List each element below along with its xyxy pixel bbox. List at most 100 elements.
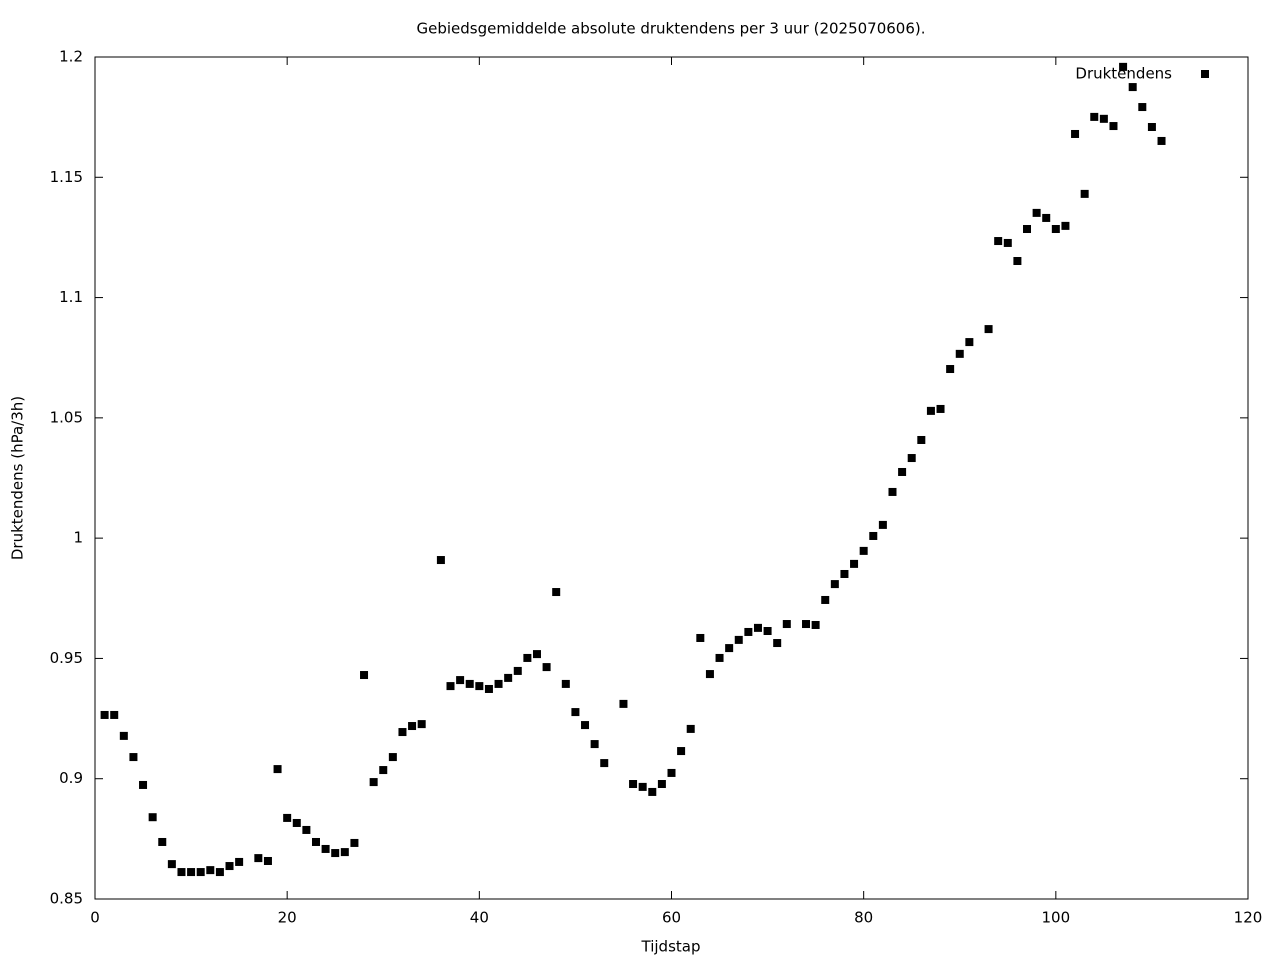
x-tick-label: 120 <box>1234 909 1263 927</box>
point <box>379 766 388 775</box>
point <box>129 753 138 762</box>
point <box>513 666 522 675</box>
y-tick-label: 1 <box>73 529 83 547</box>
y-tick-label: 1.15 <box>50 168 83 186</box>
point <box>802 620 811 629</box>
point <box>369 778 378 787</box>
point <box>657 780 666 789</box>
point <box>734 635 743 644</box>
point <box>408 722 417 731</box>
point <box>542 663 551 672</box>
point <box>139 780 148 789</box>
point <box>446 682 455 691</box>
point <box>225 862 234 871</box>
point <box>696 633 705 642</box>
point <box>840 569 849 578</box>
legend-marker <box>1201 70 1209 78</box>
point <box>475 682 484 691</box>
point <box>340 848 349 857</box>
point <box>456 676 465 685</box>
y-tick-label: 0.85 <box>50 890 83 908</box>
point <box>561 679 570 688</box>
point <box>629 780 638 789</box>
point <box>235 857 244 866</box>
point <box>100 710 109 719</box>
point <box>677 747 686 756</box>
x-tick-label: 100 <box>1042 909 1071 927</box>
point <box>744 627 753 636</box>
y-axis-label: Druktendens (hPa/3h) <box>9 396 27 560</box>
point <box>888 487 897 496</box>
point <box>638 782 647 791</box>
point <box>196 868 205 877</box>
point <box>167 860 176 869</box>
point <box>1003 238 1012 247</box>
point <box>552 588 561 597</box>
point <box>1080 189 1089 198</box>
x-tick-label: 60 <box>662 909 681 927</box>
point <box>705 670 714 679</box>
point <box>994 237 1003 246</box>
point <box>254 854 263 863</box>
point <box>523 653 532 662</box>
point <box>119 731 128 740</box>
x-tick-label: 40 <box>470 909 489 927</box>
y-tick-label: 0.9 <box>59 769 83 787</box>
point <box>1090 112 1099 121</box>
point <box>811 620 820 629</box>
point <box>292 818 301 827</box>
point <box>1157 136 1166 145</box>
y-tick-label: 1.1 <box>59 288 83 306</box>
x-tick-label: 0 <box>90 909 100 927</box>
legend-label: Druktendens <box>1075 65 1172 83</box>
point <box>302 825 311 834</box>
point <box>1061 221 1070 230</box>
point <box>725 644 734 653</box>
point <box>1109 122 1118 131</box>
point <box>773 639 782 648</box>
point <box>532 650 541 659</box>
point <box>1138 103 1147 112</box>
point <box>1099 114 1108 123</box>
point <box>388 753 397 762</box>
point <box>782 620 791 629</box>
point <box>648 787 657 796</box>
point <box>187 868 196 877</box>
point <box>830 580 839 589</box>
y-tick-label: 0.95 <box>50 649 83 667</box>
point <box>360 671 369 680</box>
point <box>917 435 926 444</box>
point <box>1071 129 1080 138</box>
point <box>206 866 215 875</box>
y-tick-label: 1.05 <box>50 408 83 426</box>
point <box>331 849 340 858</box>
point <box>907 454 916 463</box>
point <box>494 679 503 688</box>
x-axis-label: Tijdstap <box>641 938 701 956</box>
point <box>148 813 157 822</box>
point <box>850 559 859 568</box>
point <box>350 838 359 847</box>
point <box>869 531 878 540</box>
point <box>878 520 887 529</box>
point <box>417 720 426 729</box>
point <box>1147 123 1156 132</box>
point <box>1119 62 1128 71</box>
point <box>465 679 474 688</box>
point <box>581 721 590 730</box>
x-tick-label: 80 <box>854 909 873 927</box>
point <box>1128 83 1137 92</box>
point <box>1013 257 1022 266</box>
point <box>504 673 513 682</box>
point <box>1042 213 1051 222</box>
point <box>311 837 320 846</box>
x-tick-label: 20 <box>278 909 297 927</box>
point <box>984 325 993 334</box>
point <box>936 404 945 413</box>
point <box>398 728 407 737</box>
point <box>600 759 609 768</box>
point <box>436 556 445 565</box>
chart-title: Gebiedsgemiddelde absolute druktendens p… <box>416 20 925 38</box>
